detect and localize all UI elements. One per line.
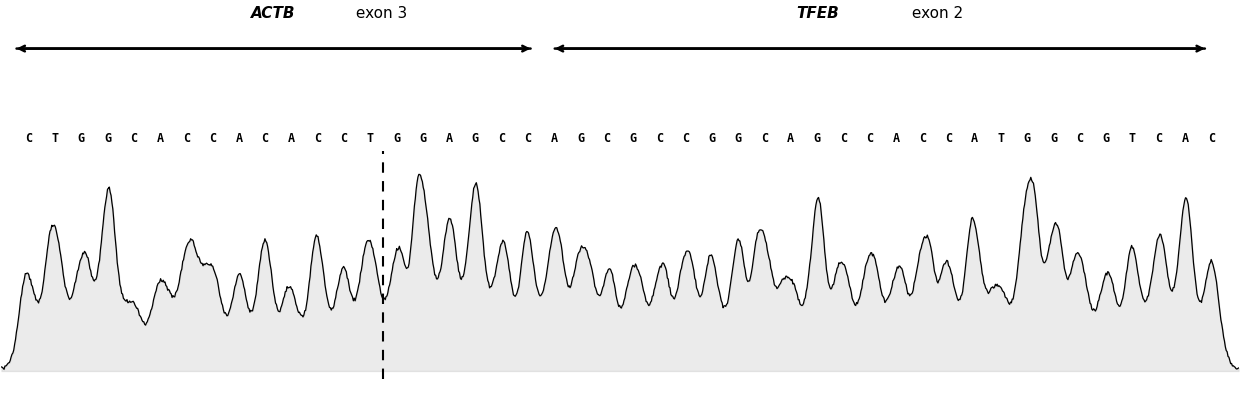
Text: G: G [735,132,742,145]
Text: C: C [314,132,321,145]
Text: G: G [1050,132,1058,145]
Text: G: G [104,132,112,145]
Text: ACTB: ACTB [252,6,296,21]
Text: C: C [182,132,190,145]
Text: G: G [78,132,84,145]
Text: G: G [472,132,479,145]
Text: G: G [708,132,715,145]
Text: C: C [341,132,347,145]
Text: C: C [761,132,768,145]
Text: A: A [971,132,978,145]
Text: C: C [25,132,32,145]
Text: A: A [1182,132,1189,145]
Text: A: A [787,132,795,145]
Text: T: T [367,132,374,145]
Text: G: G [419,132,427,145]
Text: C: C [839,132,847,145]
Text: G: G [577,132,584,145]
Text: G: G [813,132,821,145]
Text: T: T [997,132,1004,145]
Text: G: G [1024,132,1030,145]
Text: A: A [236,132,243,145]
Text: T: T [1128,132,1136,145]
Text: C: C [866,132,873,145]
Text: C: C [656,132,663,145]
Text: C: C [262,132,269,145]
Text: exon 3: exon 3 [351,6,407,21]
Text: A: A [288,132,295,145]
Text: C: C [682,132,689,145]
Text: C: C [210,132,216,145]
Text: C: C [919,132,926,145]
Text: G: G [393,132,401,145]
Text: C: C [945,132,952,145]
Text: A: A [156,132,164,145]
Text: A: A [551,132,558,145]
Text: C: C [1076,132,1084,145]
Text: T: T [51,132,58,145]
Text: G: G [1102,132,1110,145]
Text: C: C [130,132,138,145]
Text: C: C [1208,132,1215,145]
Text: TFEB: TFEB [796,6,839,21]
Text: C: C [525,132,532,145]
Text: A: A [893,132,899,145]
Text: C: C [1156,132,1162,145]
Text: exon 2: exon 2 [908,6,963,21]
Text: C: C [604,132,610,145]
Text: C: C [498,132,505,145]
Text: G: G [630,132,636,145]
Text: A: A [445,132,453,145]
